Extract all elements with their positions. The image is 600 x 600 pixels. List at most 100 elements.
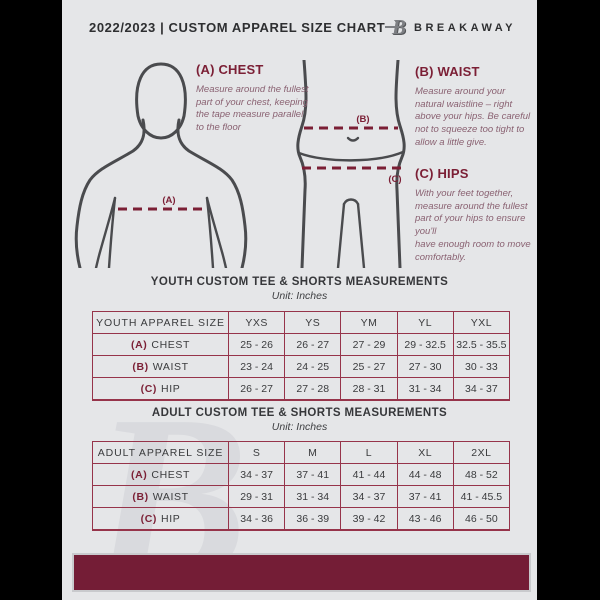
- tables-layer: YOUTH CUSTOM TEE & SHORTS MEASUREMENTS U…: [62, 0, 537, 600]
- adult-waist-row-label: (B) WAIST: [92, 485, 229, 508]
- adult-table-title: ADULT CUSTOM TEE & SHORTS MEASUREMENTS: [151, 407, 448, 419]
- measurement-cell: 43 - 46: [396, 507, 454, 531]
- footer-bar: [72, 553, 531, 592]
- measurement-cell: 34 - 37: [227, 463, 286, 486]
- instruction-hips: (C) HIPS With your feet together, measur…: [415, 166, 537, 264]
- instruction-chest: (A) CHEST Measure around the fullest par…: [196, 62, 312, 135]
- measurement-cell: 44 - 48: [396, 463, 454, 486]
- youth-chest-row: (A) CHEST 25 - 26 26 - 27 27 - 29 29 - 32…: [92, 333, 511, 356]
- left-shoulder-arm-outline: [74, 118, 146, 268]
- row-label-prefix: (A): [131, 338, 148, 351]
- measurement-cell: 48 - 52: [452, 463, 511, 486]
- measurement-cell: 26 - 27: [284, 333, 342, 356]
- left-inner-leg-line: [336, 202, 346, 268]
- row-label-prefix: (A): [131, 468, 148, 481]
- measurement-cell: 29 - 32.5: [396, 333, 454, 356]
- youth-size-col-yl: YL: [396, 311, 454, 334]
- measurement-cell: 36 - 39: [284, 507, 342, 531]
- instruction-hips-heading: (C) HIPS: [415, 166, 469, 181]
- instruction-waist: (B) WAIST Measure around your natural wa…: [415, 64, 531, 150]
- measurement-cell: 27 - 30: [396, 355, 454, 378]
- measurement-cell: 37 - 41: [284, 463, 342, 486]
- measurement-cell: 28 - 31: [340, 377, 398, 401]
- measurement-cell: 34 - 37: [340, 485, 398, 508]
- measurement-cell: 31 - 34: [284, 485, 342, 508]
- youth-waist-row: (B) WAIST 23 - 24 24 - 25 25 - 27 27 - 30…: [92, 355, 511, 378]
- row-label-text: HIP: [161, 512, 181, 525]
- instruction-hips-body: With your feet together, measure around …: [415, 188, 531, 263]
- navel-mark: [346, 136, 360, 142]
- measurement-cell: 46 - 50: [452, 507, 511, 531]
- row-label-prefix: (B): [132, 360, 149, 373]
- measurement-cell: 32.5 - 35.5: [452, 333, 511, 356]
- measurement-cell: 27 - 28: [284, 377, 342, 401]
- adult-hip-row-label: (C) HIP: [92, 507, 229, 531]
- crotch-line: [342, 198, 360, 206]
- youth-size-col-yxs: YXS: [227, 311, 286, 334]
- right-inner-leg-line: [356, 202, 366, 268]
- adult-hip-row: (C) HIP 34 - 36 36 - 39 39 - 42 43 - 46 4…: [92, 507, 511, 531]
- instruction-chest-heading: (A) CHEST: [196, 62, 264, 77]
- measurement-cell: 41 - 45.5: [452, 485, 511, 508]
- right-inner-arm-line: [205, 196, 228, 268]
- head-outline: [135, 62, 187, 140]
- measurement-cell: 27 - 29: [340, 333, 398, 356]
- row-label-text: CHEST: [151, 338, 190, 351]
- measurement-cell: 26 - 27: [227, 377, 286, 401]
- youth-size-table: YOUTH APPAREL SIZE YXS YS YM YL YXL (A) C…: [92, 311, 511, 401]
- adult-size-table: ADULT APPAREL SIZE S M L XL 2XL (A) CHEST…: [92, 441, 511, 531]
- breakaway-logo-icon: B: [384, 15, 406, 39]
- right-shoulder-arm-outline: [176, 118, 248, 268]
- adult-header-row: ADULT APPAREL SIZE S M L XL 2XL: [92, 441, 511, 464]
- measurement-cell: 23 - 24: [227, 355, 286, 378]
- youth-size-col-ys: YS: [284, 311, 342, 334]
- youth-size-col-yxl: YXL: [452, 311, 511, 334]
- adult-table-unit: Unit: Inches: [271, 421, 328, 433]
- measurement-cell: 25 - 27: [340, 355, 398, 378]
- youth-waist-row-label: (B) WAIST: [92, 355, 229, 378]
- youth-hip-row-label: (C) HIP: [92, 377, 229, 401]
- adult-waist-row: (B) WAIST 29 - 31 31 - 34 34 - 37 37 - 41…: [92, 485, 511, 508]
- instruction-chest-body: Measure around the fullest part of your …: [196, 84, 309, 134]
- instruction-waist-heading: (B) WAIST: [415, 64, 480, 79]
- waist-line-label: (B): [356, 114, 369, 125]
- adult-header-label: ADULT APPAREL SIZE: [92, 441, 229, 464]
- chest-figure-diagram: (A): [74, 62, 248, 268]
- hips-figure-diagram: (B) (C): [296, 60, 406, 268]
- youth-table-title: YOUTH CUSTOM TEE & SHORTS MEASUREMENTS: [150, 276, 449, 288]
- row-label-prefix: (C): [140, 512, 158, 525]
- measurement-cell: 30 - 33: [452, 355, 511, 378]
- hips-line-label: (C): [388, 174, 401, 185]
- youth-size-col-ym: YM: [340, 311, 398, 334]
- measurement-cell: 37 - 41: [396, 485, 454, 508]
- hip-crease-line: [297, 150, 405, 162]
- instruction-waist-body: Measure around your natural waistline – …: [415, 86, 531, 148]
- brand: B BREAKAWAY: [384, 15, 516, 39]
- adult-size-col-2xl: 2XL: [452, 441, 511, 464]
- chest-line-label: (A): [162, 195, 175, 206]
- row-label-prefix: (B): [132, 490, 149, 503]
- row-label-text: WAIST: [152, 360, 189, 373]
- left-inner-arm-line: [94, 196, 117, 268]
- measurement-cell: 25 - 26: [227, 333, 286, 356]
- measurement-cell: 34 - 36: [227, 507, 286, 531]
- adult-size-col-s: S: [227, 441, 286, 464]
- adult-chest-row-label: (A) CHEST: [92, 463, 229, 486]
- row-label-text: WAIST: [152, 490, 189, 503]
- measurement-cell: 24 - 25: [284, 355, 342, 378]
- right-side-outline: [394, 60, 406, 268]
- measurement-cell: 34 - 37: [452, 377, 511, 401]
- row-label-text: CHEST: [151, 468, 190, 481]
- row-label-prefix: (C): [140, 382, 158, 395]
- adult-size-col-l: L: [340, 441, 398, 464]
- youth-hip-row: (C) HIP 26 - 27 27 - 28 28 - 31 31 - 34 3…: [92, 377, 511, 401]
- youth-table-unit: Unit: Inches: [271, 290, 328, 302]
- adult-size-col-xl: XL: [396, 441, 454, 464]
- adult-size-col-m: M: [284, 441, 342, 464]
- left-side-outline: [296, 60, 308, 268]
- youth-header-label: YOUTH APPAREL SIZE: [92, 311, 229, 334]
- row-label-text: HIP: [161, 382, 181, 395]
- measurement-cell: 39 - 42: [340, 507, 398, 531]
- brand-name: BREAKAWAY: [414, 21, 516, 34]
